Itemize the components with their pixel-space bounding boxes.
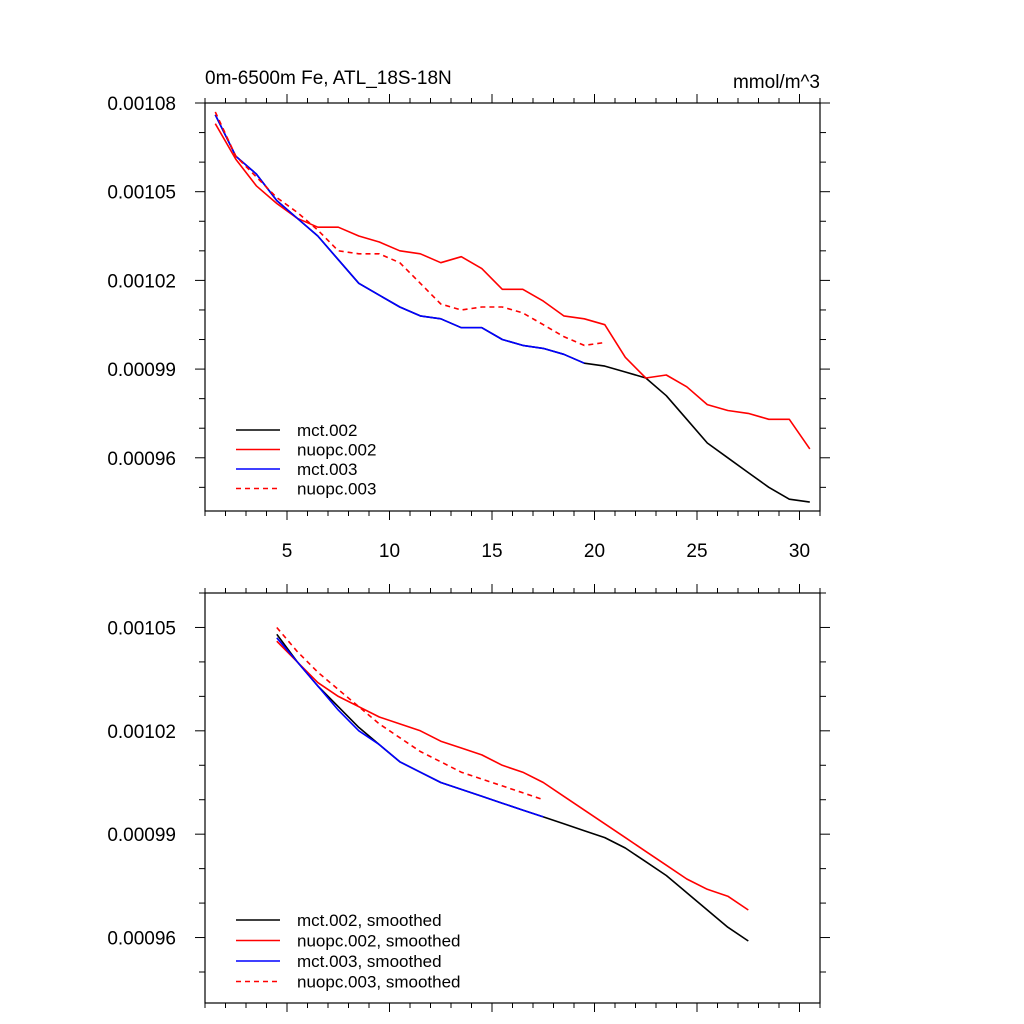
y-tick-label: 0.00102 xyxy=(107,722,176,743)
series-line-nuopc-002 xyxy=(214,123,811,450)
y-tick-label: 0.00096 xyxy=(107,929,176,950)
x-tick-label: 20 xyxy=(584,541,605,562)
y-tick-label: 0.00102 xyxy=(107,271,176,292)
x-tick-label: 25 xyxy=(686,541,707,562)
legend-label: nuopc.002, smoothed xyxy=(297,932,461,951)
top-panel: 5 10 15 20 25 30 0.00108 0.00105 0.00102 0.00099 0… xyxy=(107,68,830,562)
legend-label: mct.002, smoothed xyxy=(297,911,442,930)
legend-label: nuopc.002 xyxy=(297,441,376,460)
y-tick-label: 0.00096 xyxy=(107,449,176,470)
y-tick-label: 0.00099 xyxy=(107,360,176,381)
chart-title: 0m-6500m Fe, ATL_18S-18N xyxy=(205,68,452,89)
y-tick-label: 0.00108 xyxy=(107,94,176,115)
y-tick-label: 0.00105 xyxy=(107,618,176,639)
legend-label: nuopc.003 xyxy=(297,480,376,499)
x-tick-label: 5 xyxy=(282,541,293,562)
series-line-nuopc-003 xyxy=(214,111,605,347)
series-line-mct-003-smoothed xyxy=(276,637,544,818)
legend-label: mct.003, smoothed xyxy=(297,952,442,971)
legend-label: mct.002 xyxy=(297,421,357,440)
units-label: mmol/m^3 xyxy=(733,72,820,93)
series-line-nuopc-003-smoothed xyxy=(276,626,544,801)
x-tick-label: 15 xyxy=(481,541,502,562)
legend-label: mct.003 xyxy=(297,460,357,479)
series-line-mct-003 xyxy=(214,114,585,364)
legend-label: nuopc.003, smoothed xyxy=(297,973,461,992)
x-tick-label: 10 xyxy=(379,541,400,562)
y-tick-label: 0.00105 xyxy=(107,183,176,204)
y-tick-label: 0.00099 xyxy=(107,825,176,846)
bottom-panel: 0.00105 0.00102 0.00099 0.00096 mct.002, smo… xyxy=(107,584,830,1012)
series-line-nuopc-002-smoothed xyxy=(276,640,749,911)
series-line-mct-002-smoothed xyxy=(276,633,749,942)
x-tick-label: 30 xyxy=(789,541,810,562)
